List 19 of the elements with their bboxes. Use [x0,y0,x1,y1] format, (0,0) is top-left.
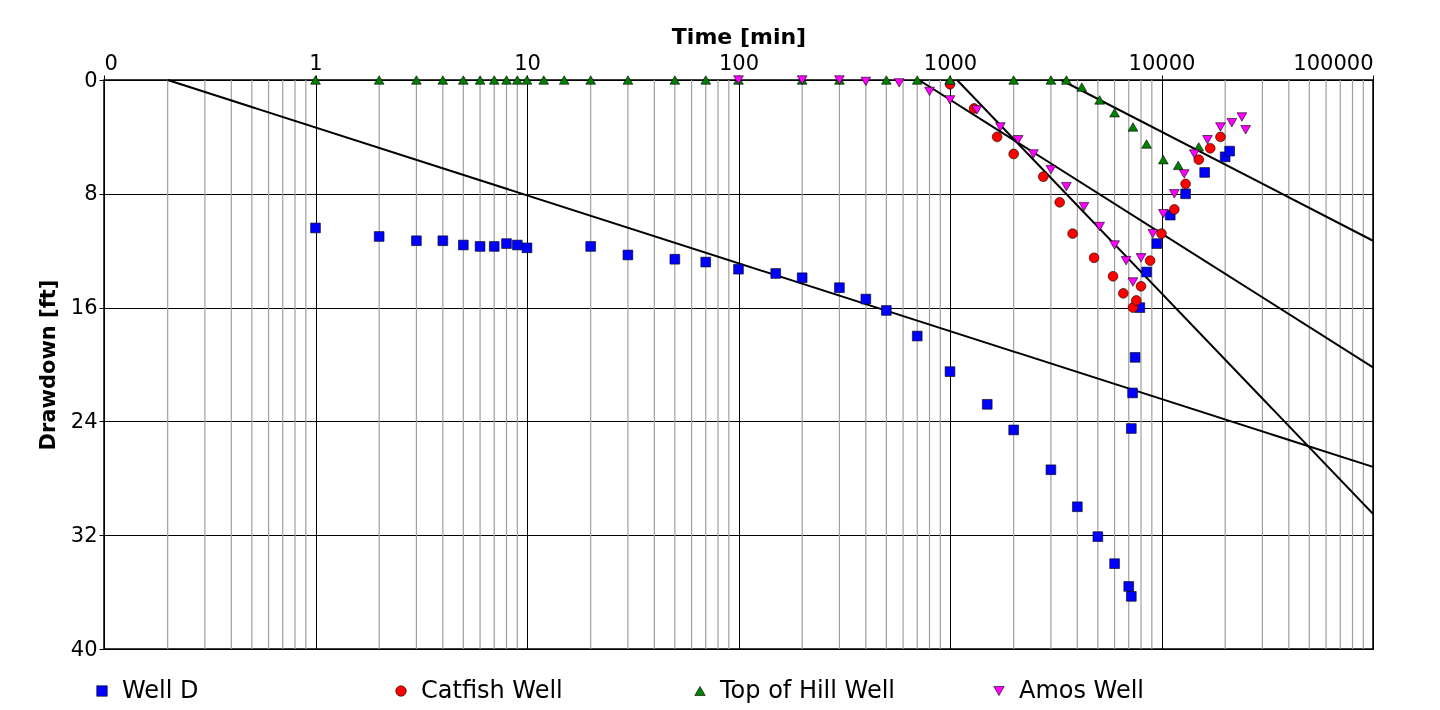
y-tick-label: 8 [84,181,98,206]
x-tick-label: 0 [104,50,118,75]
x-tick-label: 1000 [923,50,978,75]
y-tick-label: 16 [70,295,98,320]
y-tick-label: 0 [84,67,98,92]
x-tick-label: 100000 [1293,50,1374,75]
legend-label: Catfish Well [421,676,563,704]
y-tick-label: 24 [70,408,98,433]
legend-label: Well D [122,676,199,704]
x-tick-label: 100 [718,50,760,75]
x-tick-label: 10 [514,50,541,75]
y-tick-label: 32 [70,522,98,547]
x-tick-label: 10000 [1128,50,1196,75]
y-axis-title: Drawdown [ft] [35,279,60,451]
y-tick-label: 40 [70,636,98,661]
legend-label: Amos Well [1019,676,1145,704]
legend-label: Top of Hill Well [719,676,895,704]
x-tick-label: 1 [309,50,323,75]
x-axis-title: Time [min] [671,23,807,49]
